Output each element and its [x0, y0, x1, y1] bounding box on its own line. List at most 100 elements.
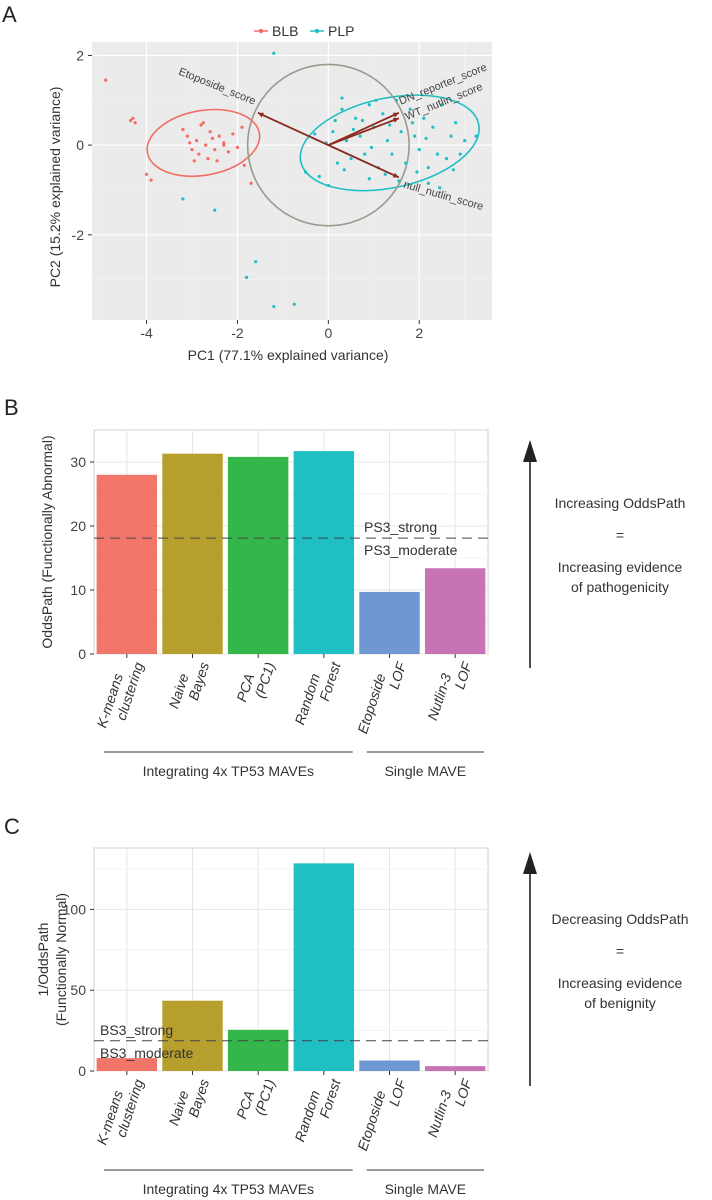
point-plp: [244, 275, 249, 280]
point-plp: [410, 121, 415, 125]
loading-arrow: [257, 112, 329, 146]
point-blb: [235, 145, 240, 149]
point-plp: [272, 304, 276, 309]
point-plp: [404, 161, 408, 165]
point-blb: [213, 148, 217, 152]
plot-background: [93, 847, 489, 1072]
bar: [227, 1029, 289, 1071]
correlation-circle: [246, 63, 410, 227]
legend-label: BLB: [272, 23, 298, 39]
point-blb: [104, 78, 108, 82]
side-equals: =: [616, 527, 624, 543]
y-axis-label: PC2 (15.2% explained variance): [47, 87, 63, 288]
point-plp: [424, 136, 428, 141]
plot-background: [92, 42, 492, 320]
bar: [359, 1060, 420, 1071]
loading-arrow: [327, 144, 400, 179]
panel-label: B: [4, 395, 19, 420]
point-plp: [438, 186, 442, 190]
bar: [162, 1000, 223, 1071]
tick-label-y: 100: [63, 901, 87, 917]
point-blb: [210, 136, 215, 141]
point-plp: [385, 139, 390, 143]
point-blb: [208, 130, 212, 134]
group-label: Single MAVE: [385, 1181, 466, 1197]
side-arrow-head: [523, 852, 537, 874]
point-plp: [342, 168, 346, 172]
threshold-label-below: BS3_moderate: [100, 1045, 194, 1061]
point-plp: [360, 118, 365, 123]
point-plp: [333, 118, 337, 123]
tick-label-y: 0: [78, 1063, 86, 1079]
point-plp: [399, 130, 403, 134]
group-label: Integrating 4x TP53 MAVEs: [143, 1181, 314, 1197]
point-plp: [426, 165, 430, 170]
tick-label-y: 0: [78, 646, 86, 662]
point-blb: [149, 178, 153, 182]
side-title: Decreasing OddsPath: [552, 911, 689, 927]
side-line-2: of pathogenicity: [571, 579, 669, 595]
point-plp: [444, 156, 449, 161]
point-blb: [194, 139, 199, 143]
point-plp: [313, 132, 317, 136]
point-plp: [367, 103, 371, 107]
bar: [96, 1058, 158, 1071]
bar: [359, 591, 420, 654]
point-plp: [451, 168, 455, 172]
panel-c-bar-chart: C050100BS3_strongBS3_moderateK-meansclus…: [4, 814, 688, 1197]
tick-label-y: 10: [70, 582, 86, 598]
point-plp: [408, 107, 412, 111]
point-plp: [351, 127, 355, 132]
tick-label-y: -2: [72, 227, 85, 243]
point-plp: [326, 183, 330, 188]
bar: [227, 456, 289, 654]
bar: [293, 451, 355, 654]
point-blb: [217, 134, 221, 138]
side-line-1: Increasing evidence: [558, 975, 683, 991]
y-axis-label: OddsPath (Functionally Abnormal): [39, 435, 55, 648]
point-plp: [422, 116, 426, 120]
point-blb: [188, 141, 192, 145]
bar: [293, 863, 355, 1071]
point-blb: [215, 159, 219, 163]
point-plp: [363, 152, 367, 156]
bar: [96, 474, 158, 654]
point-blb: [129, 118, 133, 123]
point-plp: [317, 174, 321, 179]
point-plp: [181, 197, 185, 201]
point-plp: [381, 112, 385, 116]
point-blb: [201, 121, 205, 125]
legend-key-point: [314, 28, 320, 34]
point-plp: [413, 134, 417, 138]
x-axis-label: PC1 (77.1% explained variance): [188, 347, 389, 363]
point-plp: [254, 260, 258, 264]
point-plp: [272, 51, 276, 55]
point-plp: [349, 156, 353, 161]
point-plp: [331, 130, 335, 134]
point-blb: [240, 125, 244, 129]
point-plp: [397, 179, 401, 183]
group-label: Integrating 4x TP53 MAVEs: [143, 763, 314, 779]
group-label: Single MAVE: [385, 763, 466, 779]
point-blb: [133, 121, 137, 125]
point-blb: [206, 156, 210, 161]
point-plp: [383, 172, 387, 176]
legend-key-point: [258, 28, 264, 34]
point-plp: [394, 98, 399, 102]
point-plp: [390, 152, 394, 156]
point-blb: [226, 150, 230, 154]
tick-label-y: 50: [70, 982, 86, 998]
loading-arrow: [328, 117, 400, 146]
point-blb: [185, 134, 190, 138]
loading-arrowhead: [392, 172, 399, 178]
point-plp: [449, 134, 453, 138]
point-blb: [204, 143, 208, 147]
bar: [424, 568, 486, 654]
tick-label-x: -4: [140, 325, 153, 341]
point-plp: [458, 152, 462, 156]
ellipse-blb: [146, 108, 261, 177]
point-blb: [231, 132, 235, 136]
tick-label-x: 0: [324, 325, 332, 341]
y-axis-label: 1/OddsPath: [35, 923, 51, 997]
point-plp: [335, 161, 340, 165]
